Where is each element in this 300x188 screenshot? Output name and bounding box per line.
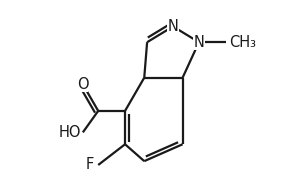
Text: N: N bbox=[194, 35, 204, 50]
Text: CH₃: CH₃ bbox=[230, 35, 256, 50]
Text: N: N bbox=[168, 19, 178, 34]
Text: HO: HO bbox=[58, 125, 81, 140]
Bar bbox=[78, 77, 88, 92]
Text: F: F bbox=[86, 158, 94, 172]
Text: O: O bbox=[77, 77, 89, 92]
Bar bbox=[193, 35, 205, 50]
Bar bbox=[167, 19, 179, 34]
